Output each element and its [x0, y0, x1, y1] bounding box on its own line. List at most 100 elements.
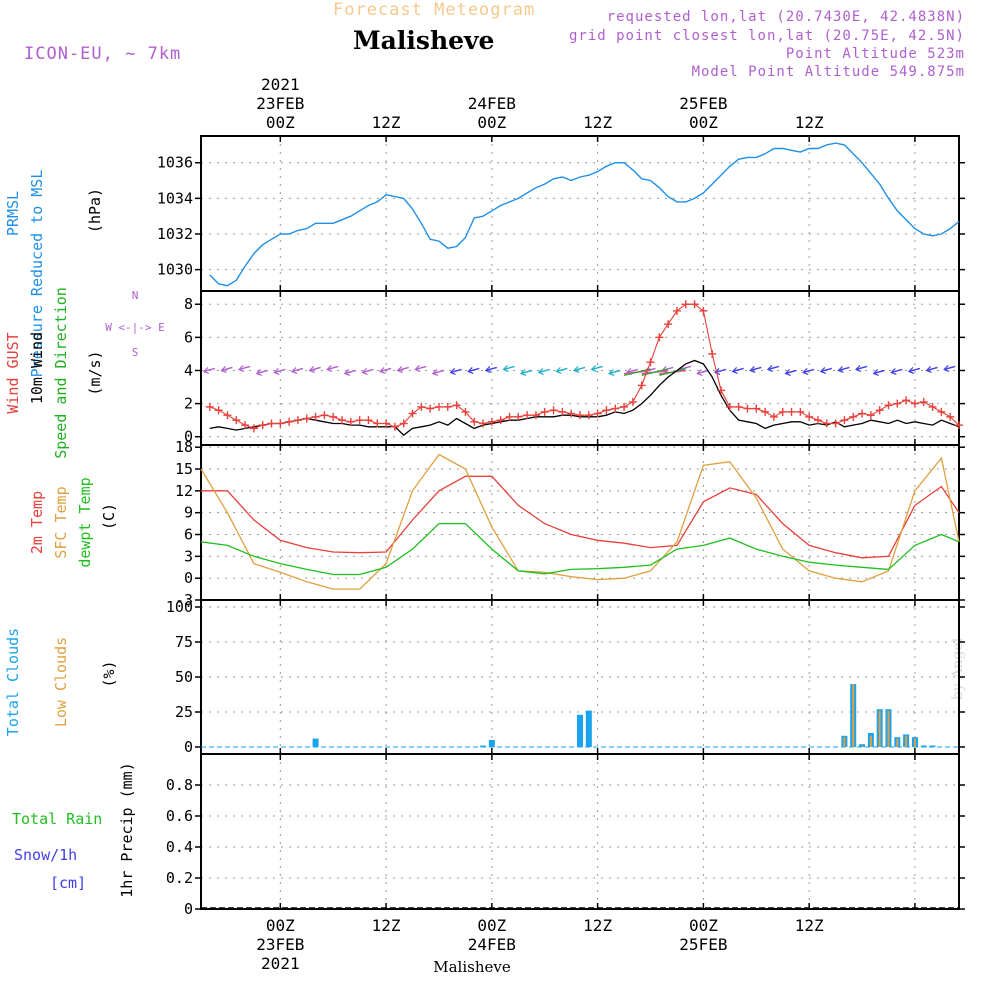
temp-label-0: 2m Temp	[28, 491, 46, 554]
panel-temp: -3 0 3 6 9 12 15 18	[175, 438, 965, 609]
wind-direction-arrow	[362, 368, 374, 374]
model-altitude: Model Point Altitude 549.875m	[691, 64, 965, 80]
y-tick-label-temp: 18	[175, 438, 193, 456]
wind-direction-arrow	[503, 365, 515, 371]
x-top-label: 12Z	[583, 113, 612, 132]
wind-direction-arrowhead	[784, 369, 791, 377]
wind-direction-arrowhead	[308, 366, 315, 374]
pressure-unit: (hPa)	[86, 188, 104, 233]
cloud-total-bar	[585, 710, 592, 747]
x-top-label: 23FEB	[256, 94, 304, 113]
cloud-low-bar	[913, 738, 916, 747]
precip-label-cm: [cm]	[50, 874, 86, 892]
y-tick-label-clouds: 0	[184, 738, 193, 756]
wind-direction-arrow	[379, 367, 392, 373]
requested-coords: requested lon,lat (20.7430E, 42.4838N)	[606, 9, 965, 25]
wind-direction-arrowhead	[872, 369, 879, 377]
pressure-line	[209, 142, 960, 287]
x-bottom-label: 12Z	[583, 916, 612, 935]
y-tick-label-wind: 2	[184, 395, 193, 413]
wind-direction-arrow	[659, 368, 686, 377]
temp-label-1: SFC Temp	[52, 486, 70, 558]
footer-location: Malisheve	[433, 958, 511, 976]
point-altitude: Point Altitude 523m	[785, 46, 965, 62]
wind-direction-arrowhead	[396, 366, 403, 374]
precip-label-snow: Snow/1h	[14, 846, 77, 864]
precip-label-rain: Total Rain	[12, 810, 102, 828]
wind-direction-arrow	[767, 365, 780, 371]
x-bottom-label: 12Z	[795, 916, 824, 935]
wind-direction-arrow	[450, 368, 462, 374]
wind-direction-arrow	[626, 368, 639, 374]
wind-direction-arrowhead	[431, 369, 439, 377]
cloud-low-bar	[878, 710, 881, 747]
wind-direction-arrow	[344, 369, 357, 375]
frame-precip	[200, 753, 960, 910]
x-top-label: 00Z	[477, 113, 506, 132]
pressure-label-prmsl: PRMSL	[4, 191, 22, 236]
wind-direction-arrow	[623, 368, 651, 377]
wind-direction-arrow	[750, 366, 762, 372]
y-tick-label-wind: 8	[184, 295, 193, 313]
temp-label-2: dewpt Temp	[76, 477, 94, 567]
frame-temp	[200, 444, 960, 601]
wind-gust-line	[209, 303, 960, 429]
wind-direction-arrow	[944, 365, 956, 371]
wind-direction-arrow	[838, 366, 850, 372]
y-tick-label-precip: 0.4	[166, 838, 193, 856]
wind-direction-arrow	[785, 369, 797, 375]
cloud-total-bar	[920, 745, 927, 747]
cloud-total-bar	[480, 745, 487, 747]
y-tick-label-clouds: 100	[166, 598, 193, 616]
wind-direction-arrow	[203, 367, 215, 373]
y-tick-label-wind: 0	[184, 428, 193, 446]
y-tick-label-pressure: 1036	[157, 154, 193, 172]
wind-direction-arrowhead	[484, 366, 492, 374]
wind-direction-arrowhead	[449, 368, 456, 376]
panel-precip: 0 0.2 0.4 0.6 0.8	[166, 753, 965, 918]
wind-direction-arrowhead	[290, 367, 298, 375]
wind-direction-arrowhead	[379, 367, 386, 375]
temp-unit: (C)	[100, 503, 118, 530]
cloud-low-bar	[905, 735, 908, 747]
wind-label-gust: Wind GUST	[4, 332, 22, 413]
wind-direction-arrowhead	[696, 369, 703, 377]
wind-direction-arrowhead	[749, 366, 756, 374]
wind-direction-arrow	[432, 369, 445, 375]
wind-direction-arrowhead	[766, 365, 774, 373]
x-bottom-label: 24FEB	[468, 935, 516, 954]
wind-direction-arrow	[238, 365, 251, 371]
y-tick-label-wind: 6	[184, 328, 193, 346]
wind-direction-arrow	[415, 365, 427, 371]
wind-direction-arrowhead	[361, 368, 368, 376]
cloud-low-bar	[852, 684, 855, 747]
gridpoint-coords: grid point closest lon,lat (20.75E, 42.5…	[568, 28, 965, 44]
y-tick-label-precip: 0.6	[166, 807, 193, 825]
wind-direction-arrowhead	[943, 365, 950, 373]
product-title: Forecast Meteogram	[333, 0, 536, 20]
wind-direction-arrowhead	[731, 367, 738, 375]
x-top-label: 25FEB	[679, 94, 727, 113]
wind-direction-arrow	[855, 365, 868, 371]
y-tick-label-temp: 3	[184, 547, 193, 565]
compass-s: S	[132, 346, 139, 359]
clouds-label-low: Low Clouds	[52, 637, 70, 727]
wind-direction-arrowhead	[925, 366, 932, 374]
wind-direction-arrow	[556, 367, 568, 373]
x-bottom-label: 00Z	[266, 916, 295, 935]
wind-direction-arrow	[485, 366, 498, 372]
wind-direction-arrowhead	[202, 367, 210, 375]
wind-direction-arrow	[327, 365, 339, 371]
y-tick-label-clouds: 50	[175, 668, 193, 686]
precip-unit: 1hr Precip (mm)	[118, 762, 136, 897]
wind-direction-arrow	[291, 367, 304, 373]
wind-direction-arrowhead	[414, 365, 421, 373]
wind-direction-arrowhead	[819, 367, 827, 375]
y-tick-label-wind: 4	[184, 361, 193, 379]
wind-label-10m: 10m Wind	[28, 332, 46, 404]
wind-direction-arrow	[274, 368, 286, 374]
y-tick-label-precip: 0.8	[166, 776, 193, 794]
wind-direction-arrowhead	[520, 369, 527, 377]
wind-direction-arrowhead	[537, 368, 544, 376]
